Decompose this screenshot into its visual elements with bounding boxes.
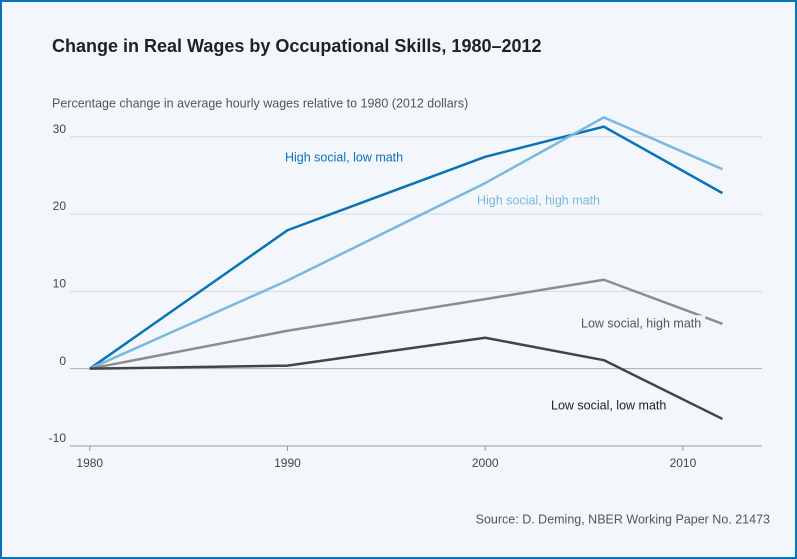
series-label-group: High social, high math: [473, 192, 605, 209]
series-label-group: Low social, high math: [577, 315, 706, 332]
y-tick-label: 20: [53, 199, 67, 213]
series-label-bg: [577, 315, 706, 332]
x-tick-label: 1990: [274, 456, 301, 470]
series-label: Low social, low math: [551, 398, 666, 412]
x-tick-label: 2010: [670, 456, 697, 470]
series-label: High social, low math: [285, 150, 403, 164]
x-tick-label: 2000: [472, 456, 499, 470]
series-label: Low social, high math: [581, 316, 701, 330]
series-label-bg: [547, 397, 671, 414]
series-label-group: High social, low math: [281, 149, 408, 166]
series-label-bg: [473, 192, 605, 209]
series-line: [89, 116, 723, 370]
y-tick-label: 10: [53, 277, 67, 291]
series-label-group: Low social, low math: [547, 397, 671, 414]
y-tick-label: 0: [59, 354, 66, 368]
y-axis-label: Percentage change in average hourly wage…: [52, 96, 468, 110]
y-tick-label: 30: [53, 122, 67, 136]
x-tick-label: 1980: [76, 456, 103, 470]
series-line: [89, 336, 724, 421]
series-line: [89, 278, 723, 370]
y-tick-label: -10: [49, 431, 67, 445]
chart-title: Change in Real Wages by Occupational Ski…: [52, 36, 542, 56]
series-line: [89, 125, 724, 370]
source: Source: D. Deming, NBER Working Paper No…: [476, 512, 770, 526]
series-label-bg: [281, 149, 408, 166]
series-label: High social, high math: [477, 193, 600, 207]
